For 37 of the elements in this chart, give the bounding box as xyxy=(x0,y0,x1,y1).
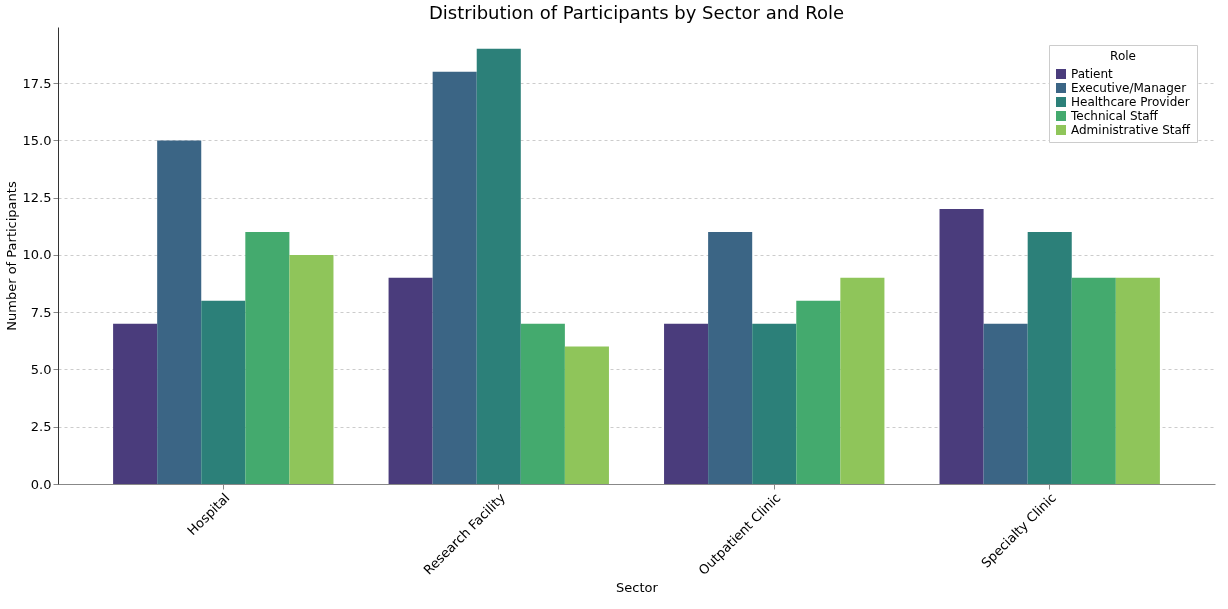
bar xyxy=(520,323,565,484)
bar xyxy=(939,209,984,484)
y-tick-label: 10.0 xyxy=(22,247,52,263)
bar xyxy=(476,48,521,484)
bar xyxy=(432,71,477,484)
legend-label: Patient xyxy=(1071,67,1114,81)
bar xyxy=(983,323,1028,484)
y-tick-label: 17.5 xyxy=(22,75,52,91)
bar xyxy=(840,277,885,484)
bar xyxy=(113,323,158,484)
bar xyxy=(289,254,334,484)
legend-title: Role xyxy=(1110,49,1136,63)
bar xyxy=(796,300,841,484)
bar xyxy=(157,140,202,484)
bar xyxy=(564,346,609,484)
legend-label: Technical Staff xyxy=(1070,109,1159,123)
chart-title: Distribution of Participants by Sector and Role xyxy=(428,2,845,23)
legend-label: Administrative Staff xyxy=(1071,123,1191,137)
y-tick-label: 15.0 xyxy=(22,132,52,148)
y-axis-title: Number of Participants xyxy=(3,181,19,331)
bar xyxy=(1071,277,1116,484)
bar xyxy=(752,323,797,484)
bar xyxy=(708,232,753,484)
bar xyxy=(245,232,290,484)
bar xyxy=(664,323,709,484)
y-tick-label: 0.0 xyxy=(30,476,52,492)
bar xyxy=(388,277,433,484)
bar xyxy=(1115,277,1160,484)
x-axis-title: Sector xyxy=(616,579,659,595)
y-tick-label: 5.0 xyxy=(30,361,52,377)
y-tick-label: 12.5 xyxy=(22,190,52,206)
legend-label: Healthcare Provider xyxy=(1071,95,1190,109)
bar xyxy=(201,300,246,484)
y-tick-label: 7.5 xyxy=(30,304,52,320)
y-tick-label: 2.5 xyxy=(30,419,52,435)
legend-label: Executive/Manager xyxy=(1071,81,1187,95)
bar xyxy=(1027,232,1072,484)
